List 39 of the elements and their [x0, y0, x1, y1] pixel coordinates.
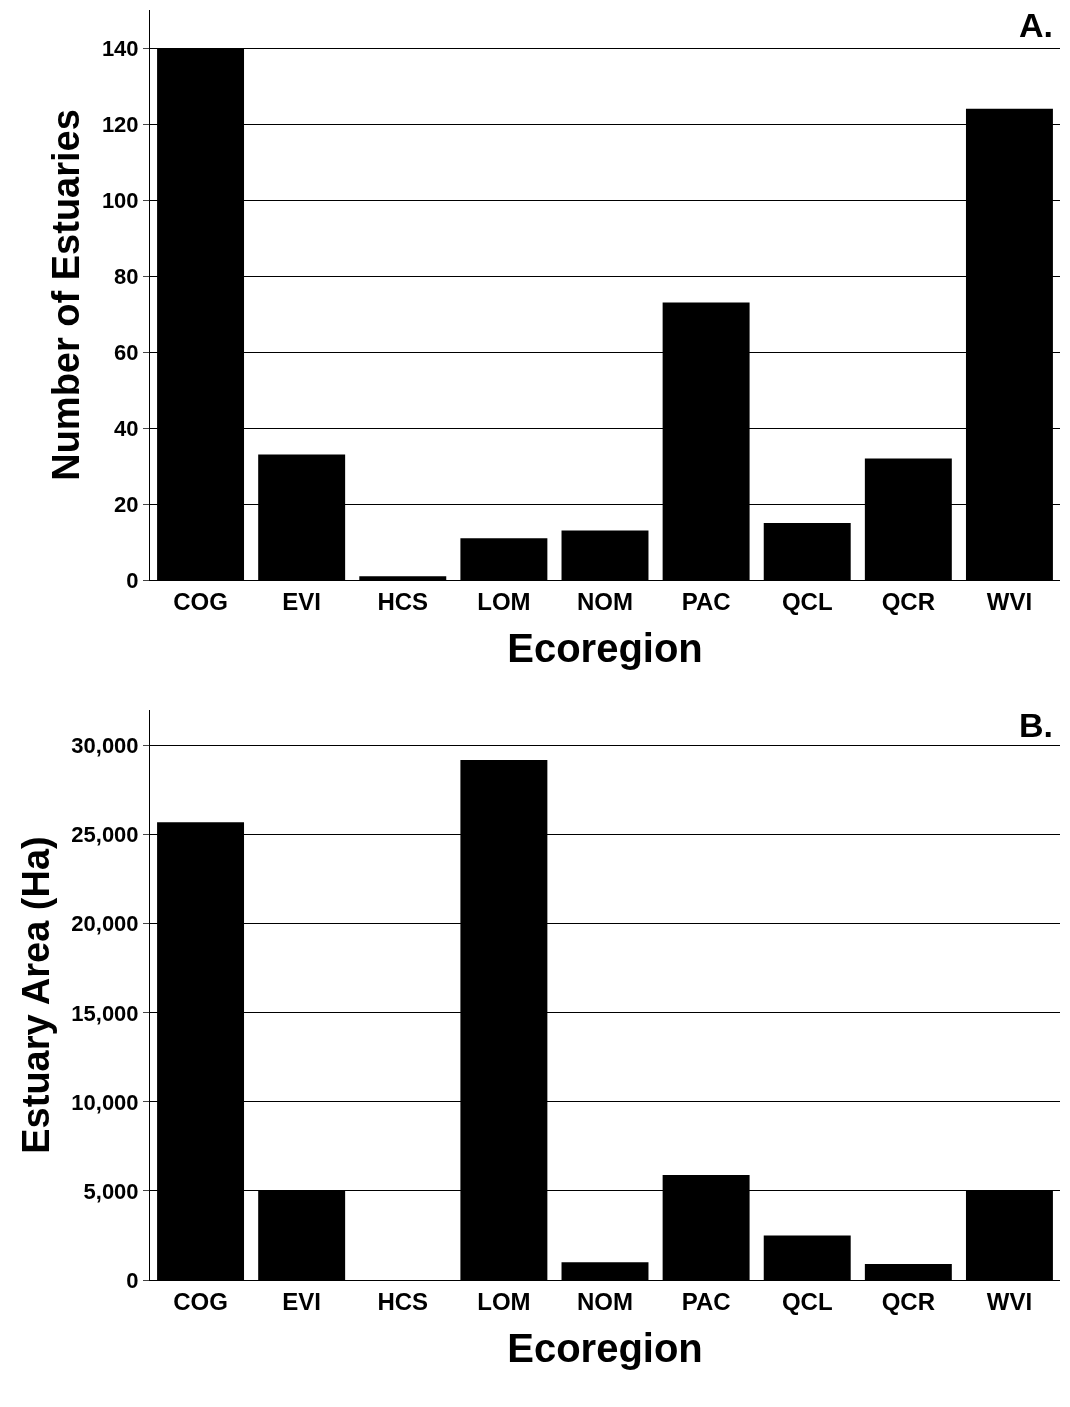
y-tick-label: 15,000: [71, 1000, 139, 1026]
x-tick-label: PAC: [681, 1287, 731, 1315]
y-tick-label: 140: [101, 35, 139, 61]
x-tick-label: LOM: [477, 587, 531, 615]
y-tick-label: 10,000: [71, 1089, 139, 1115]
x-tick-label: NOM: [577, 1287, 633, 1315]
y-tick-label: 60: [114, 339, 139, 365]
x-tick-label: HCS: [377, 587, 429, 615]
x-tick-label: QCL: [781, 587, 833, 615]
x-tick-label: HCS: [377, 1287, 429, 1315]
y-axis-title: Estuary Area (Ha): [14, 836, 57, 1154]
x-tick-label: COG: [173, 587, 228, 615]
x-tick-label: WVI: [986, 1287, 1033, 1315]
x-tick-label: COG: [173, 1287, 228, 1315]
annotation: B.: [1019, 706, 1053, 744]
x-tick-label: EVI: [282, 1287, 322, 1315]
annotation: A.: [1019, 6, 1053, 44]
y-axis-title: Number of Estuaries: [45, 109, 88, 481]
x-axis-title: Ecoregion: [507, 626, 703, 671]
x-tick-label: NOM: [577, 587, 633, 615]
y-tick-label: 40: [114, 415, 139, 441]
y-tick-label: 80: [114, 263, 139, 289]
y-tick-label: 0: [126, 1267, 139, 1293]
y-tick-label: 5,000: [83, 1178, 139, 1204]
x-tick-label: QCR: [881, 587, 935, 615]
y-tick-label: 20,000: [71, 911, 139, 937]
x-tick-label: PAC: [681, 587, 731, 615]
y-tick-label: 120: [101, 111, 139, 137]
y-tick-label: 30,000: [71, 733, 139, 759]
x-tick-label: LOM: [477, 1287, 531, 1315]
x-axis-title: Ecoregion: [507, 1326, 703, 1371]
y-tick-label: 20: [114, 491, 139, 517]
x-tick-label: QCR: [881, 1287, 935, 1315]
x-tick-label: QCL: [781, 1287, 833, 1315]
y-tick-label: 100: [101, 187, 139, 213]
y-tick-label: 25,000: [71, 822, 139, 848]
y-tick-label: 0: [126, 567, 139, 593]
x-tick-label: WVI: [986, 587, 1033, 615]
x-tick-label: EVI: [282, 587, 322, 615]
